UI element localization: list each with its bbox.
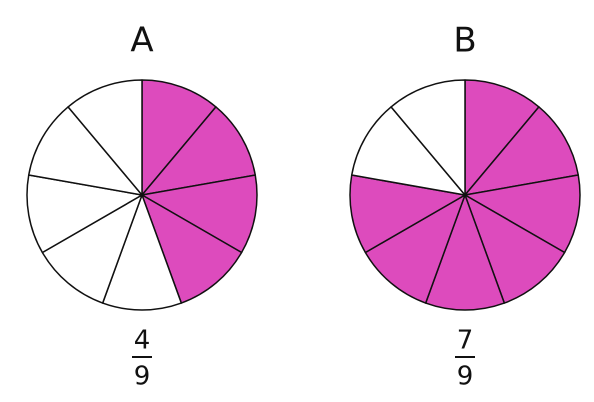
shaded-slice (141, 79, 217, 196)
slice (67, 79, 143, 196)
slice (390, 79, 466, 196)
denominator: 9 (134, 362, 151, 392)
figure-label: A (130, 21, 153, 61)
slice (101, 194, 183, 311)
shaded-slice (464, 79, 540, 196)
slice (27, 106, 143, 196)
slice (350, 106, 466, 196)
shaded-slice (424, 194, 506, 311)
shaded-slice (141, 194, 243, 304)
shaded-slice (349, 174, 466, 254)
fraction-figure: A 4 9 (26, 21, 258, 392)
numerator: 4 (134, 326, 151, 356)
denominator: 9 (457, 362, 474, 392)
shaded-slice (464, 194, 566, 304)
shaded-slice (464, 106, 580, 196)
fraction-figure: B 7 9 (349, 21, 581, 392)
figure-label: B (453, 21, 476, 61)
numerator: 7 (457, 326, 474, 356)
shaded-slice (464, 174, 581, 254)
shaded-slice (364, 194, 466, 304)
slice (41, 194, 143, 304)
shaded-slice (141, 106, 257, 196)
slice (26, 174, 143, 254)
shaded-slice (141, 174, 258, 254)
